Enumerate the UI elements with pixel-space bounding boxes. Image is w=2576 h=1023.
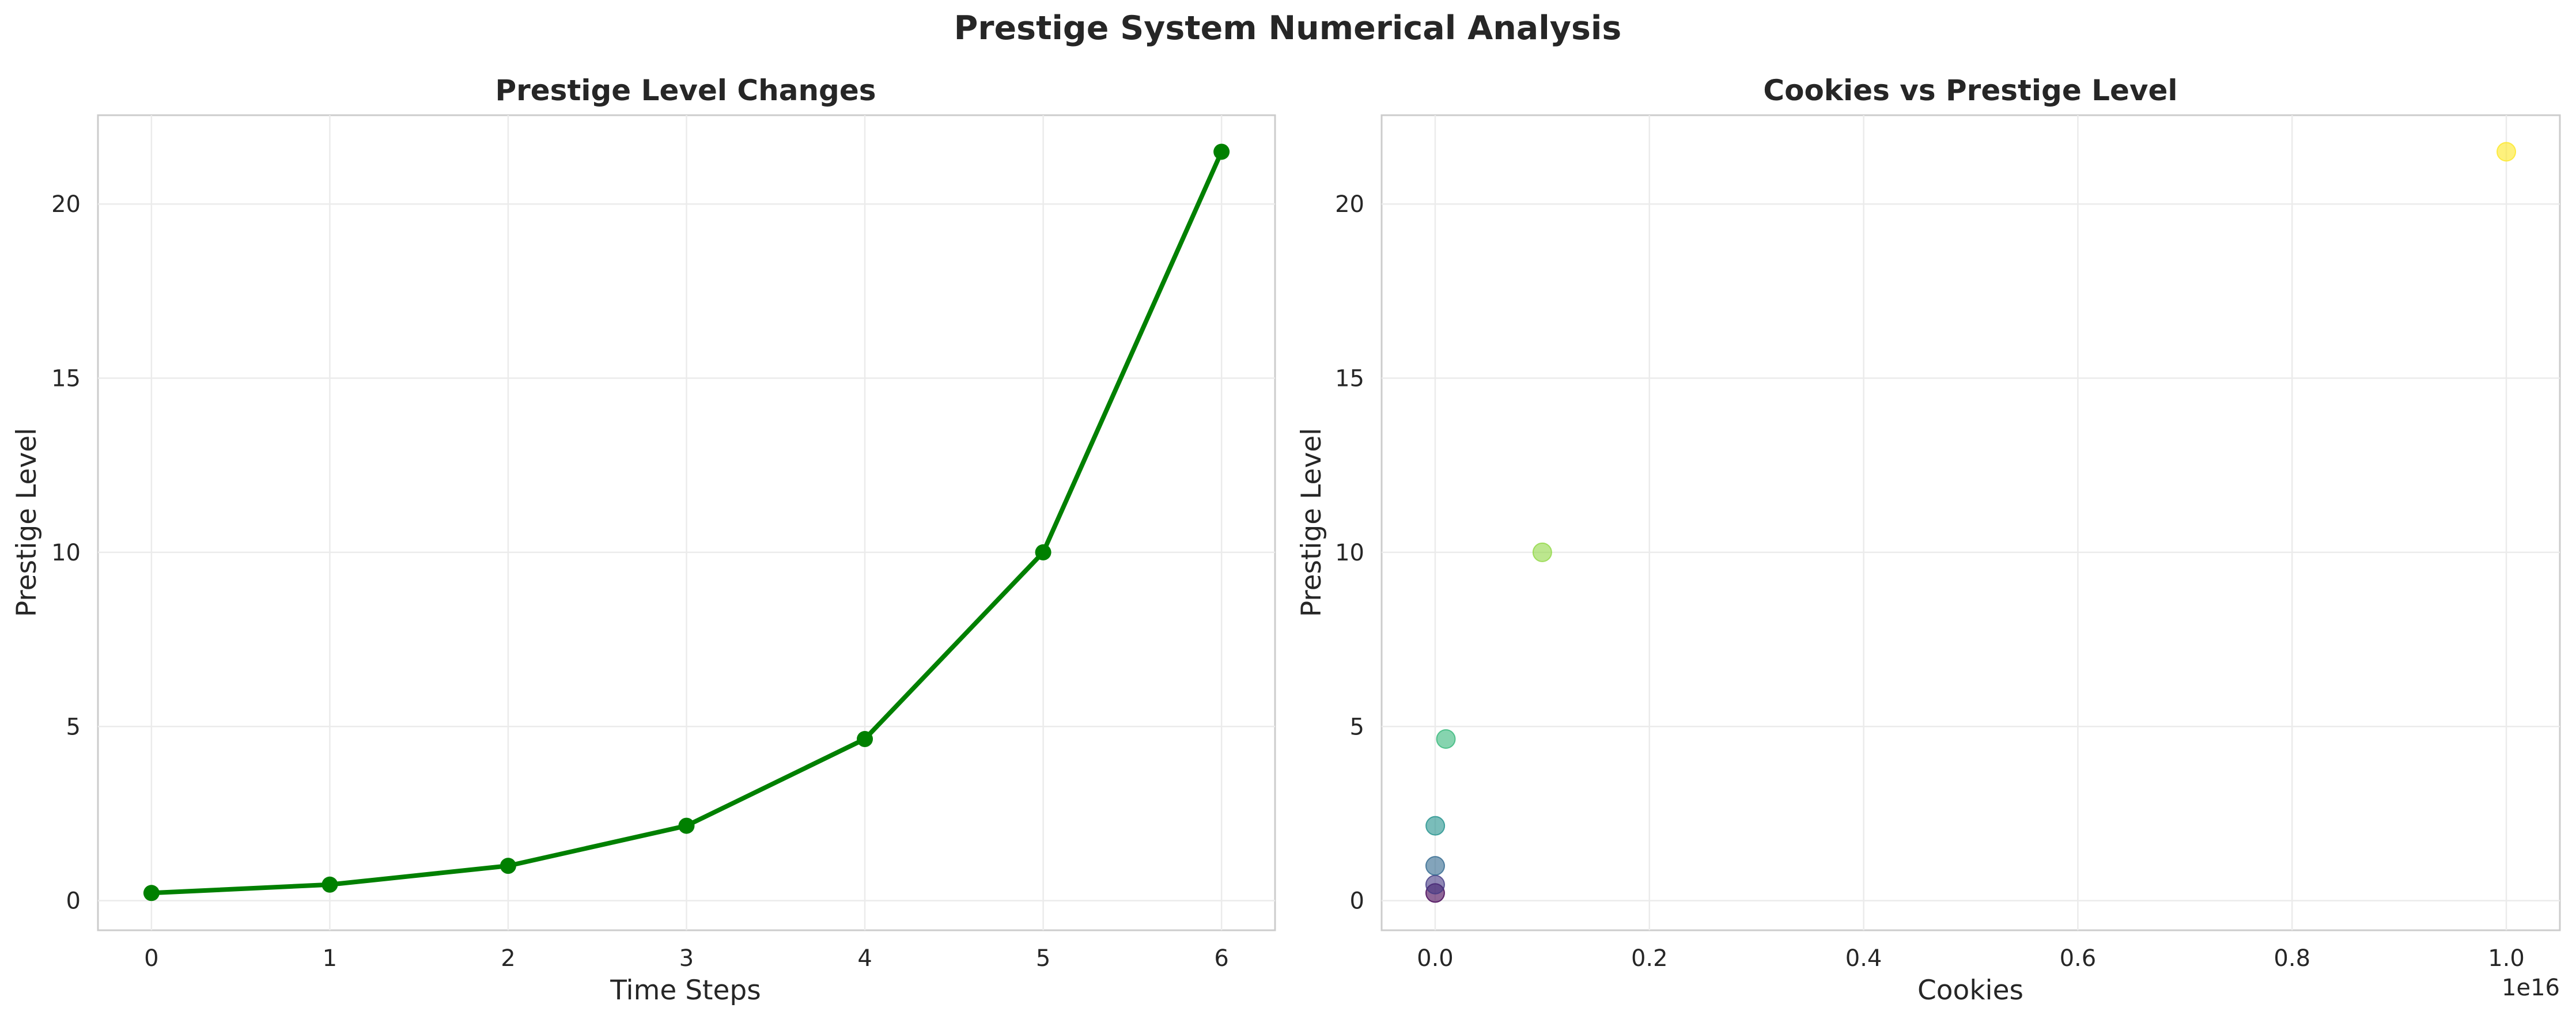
scatter-chart-grid — [1382, 115, 2560, 930]
scatter-chart-x-tick-label: 0.8 — [2274, 945, 2310, 972]
line-chart-y-tick-label: 15 — [51, 366, 81, 392]
line-chart-panel: Prestige Level Changes Time Steps Presti… — [11, 74, 1276, 1006]
line-chart-title: Prestige Level Changes — [495, 74, 876, 107]
line-chart-point — [1035, 544, 1051, 560]
line-chart-xlabel: Time Steps — [610, 975, 761, 1006]
scatter-chart-y-tick-label: 5 — [1350, 714, 1364, 740]
scatter-chart-x-tick-label: 0.4 — [1845, 945, 1882, 972]
line-chart-point — [678, 817, 695, 834]
scatter-chart-panel: Cookies vs Prestige Level Cookies Presti… — [1296, 74, 2561, 1006]
scatter-chart-point — [1532, 542, 1552, 562]
scatter-chart-y-tick-label: 15 — [1335, 366, 1364, 392]
scatter-chart-point — [1436, 729, 1456, 749]
line-chart-x-tick-label: 5 — [1036, 945, 1050, 972]
scatter-chart-x-tick-label: 0.6 — [2060, 945, 2097, 972]
line-chart-y-tick-label: 5 — [66, 714, 81, 740]
scatter-chart-x-tick-label: 0.0 — [1417, 945, 1454, 972]
scatter-chart-y-tick-label: 0 — [1350, 888, 1364, 915]
line-chart-x-tick-label: 0 — [144, 945, 158, 972]
scatter-chart-x-tick-label: 1.0 — [2488, 945, 2525, 972]
scatter-chart-x-offset: 1e16 — [2502, 975, 2560, 1001]
line-chart-point — [1213, 143, 1230, 160]
scatter-chart-plot-area — [1380, 114, 2561, 931]
line-chart-point — [321, 876, 338, 893]
scatter-chart-point — [2496, 142, 2517, 162]
line-chart-y-tick-label: 0 — [66, 888, 81, 915]
scatter-chart-xlabel: Cookies — [1917, 975, 2023, 1006]
line-chart-x-tick-label: 6 — [1214, 945, 1228, 972]
scatter-chart-title: Cookies vs Prestige Level — [1763, 74, 2177, 107]
line-chart-x-tick-label: 2 — [501, 945, 515, 972]
line-chart-x-tick-label: 4 — [857, 945, 872, 972]
scatter-chart-point — [1425, 816, 1446, 836]
line-chart-point — [500, 858, 516, 874]
line-chart-x-tick-label: 3 — [679, 945, 694, 972]
scatter-chart-y-tick-label: 20 — [1335, 191, 1364, 218]
line-chart-x-tick-label: 1 — [323, 945, 337, 972]
line-chart-point — [143, 885, 160, 901]
line-chart-y-tick-label: 10 — [51, 540, 81, 566]
line-chart-y-tick-label: 20 — [51, 191, 81, 218]
figure-title: Prestige System Numerical Analysis — [954, 9, 1622, 47]
line-chart-grid — [98, 115, 1275, 930]
scatter-chart-y-tick-label: 10 — [1335, 540, 1364, 566]
scatter-chart-point — [1425, 856, 1445, 876]
scatter-chart-point — [1425, 874, 1445, 895]
scatter-chart-ylabel: Prestige Level — [1296, 428, 1327, 617]
line-chart-point — [857, 731, 873, 748]
scatter-chart-x-tick-label: 0.2 — [1631, 945, 1668, 972]
line-chart-ylabel: Prestige Level — [11, 428, 43, 617]
